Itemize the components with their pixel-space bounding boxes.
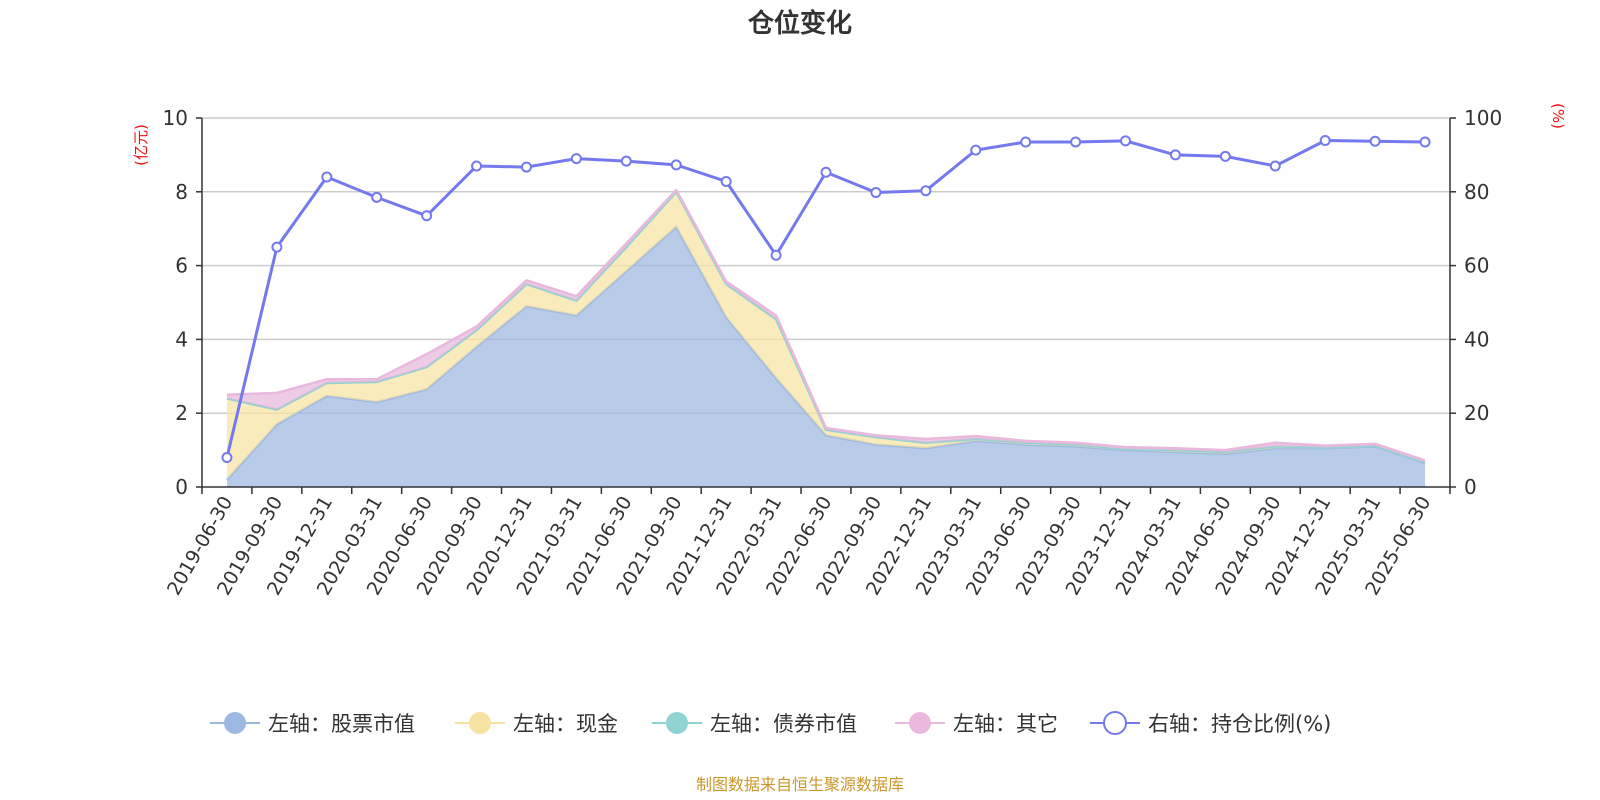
ratio-point: [1419, 136, 1431, 148]
legend-item: 左轴：债券市值: [652, 712, 857, 736]
ratio-point: [970, 144, 982, 156]
legend-swatch-marker: [1103, 711, 1127, 735]
legend-label: 左轴：债券市值: [710, 712, 857, 736]
right-axis-tick-label: 20: [1464, 401, 1489, 425]
left-axis-tick-label: 2: [175, 401, 188, 425]
ratio-point: [770, 249, 782, 261]
ratio-point: [620, 155, 632, 167]
ratio-point: [271, 241, 283, 253]
ratio-point: [471, 160, 483, 172]
legend-item: 右轴：持仓比例(%): [1090, 711, 1331, 736]
ratio-point: [221, 451, 233, 463]
ratio-point: [870, 187, 882, 199]
ratio-point: [1219, 150, 1231, 162]
position-ratio-line: [221, 135, 1431, 463]
ratio-point: [1319, 135, 1331, 147]
ratio-point: [1369, 135, 1381, 147]
legend-label: 左轴：现金: [513, 712, 618, 736]
ratio-point: [1269, 160, 1281, 172]
legend-swatch-marker: [666, 712, 688, 734]
legend-item: 左轴：现金: [455, 712, 618, 736]
right-axis-tick-label: 40: [1464, 327, 1489, 351]
ratio-point: [720, 175, 732, 187]
legend: 左轴：股票市值 左轴：现金 左轴：债券市值 左轴：其它 右轴：持仓比例(%): [210, 711, 1331, 736]
left-axis-unit: (亿元): [132, 124, 150, 166]
legend-label: 左轴：其它: [953, 712, 1058, 736]
area-edge-左轴：其它: [226, 188, 1426, 462]
left-axis-tick-label: 10: [163, 106, 188, 130]
area-左轴：股票市值: [226, 226, 1426, 488]
ratio-point: [1169, 149, 1181, 161]
legend-item: 左轴：股票市值: [210, 712, 415, 736]
right-axis-tick-label: 100: [1464, 106, 1502, 130]
ratio-point: [520, 161, 532, 173]
legend-label: 左轴：股票市值: [268, 712, 415, 736]
right-axis-tick-label: 60: [1464, 254, 1489, 278]
right-axis-tick-label: 0: [1464, 475, 1477, 499]
ratio-point: [570, 153, 582, 165]
left-axis-tick-label: 0: [175, 475, 188, 499]
ratio-point: [820, 166, 832, 178]
chart-title: 仓位变化: [747, 8, 852, 39]
legend-swatch-marker: [909, 712, 931, 734]
data-source-note: 制图数据来自恒生聚源数据库: [696, 775, 904, 794]
legend-swatch-marker: [224, 712, 246, 734]
ratio-point: [920, 185, 932, 197]
axes: 02468100204060801002019-06-302019-09-302…: [163, 106, 1503, 599]
ratio-point: [421, 210, 433, 222]
left-axis-tick-label: 4: [175, 327, 188, 351]
right-axis-unit: (%): [1549, 103, 1567, 129]
right-axis-tick-label: 80: [1464, 180, 1489, 204]
left-axis-tick-label: 8: [175, 180, 188, 204]
stacked-areas: [226, 188, 1426, 488]
ratio-point: [371, 191, 383, 203]
legend-label: 右轴：持仓比例(%): [1148, 712, 1331, 736]
ratio-point: [1070, 136, 1082, 148]
grid-lines: [202, 117, 1450, 414]
ratio-point: [1120, 135, 1132, 147]
left-axis-tick-label: 6: [175, 254, 188, 278]
ratio-point: [670, 159, 682, 171]
ratio-point: [1020, 136, 1032, 148]
legend-item: 左轴：其它: [895, 712, 1058, 736]
legend-swatch-marker: [469, 712, 491, 734]
ratio-point: [321, 171, 333, 183]
